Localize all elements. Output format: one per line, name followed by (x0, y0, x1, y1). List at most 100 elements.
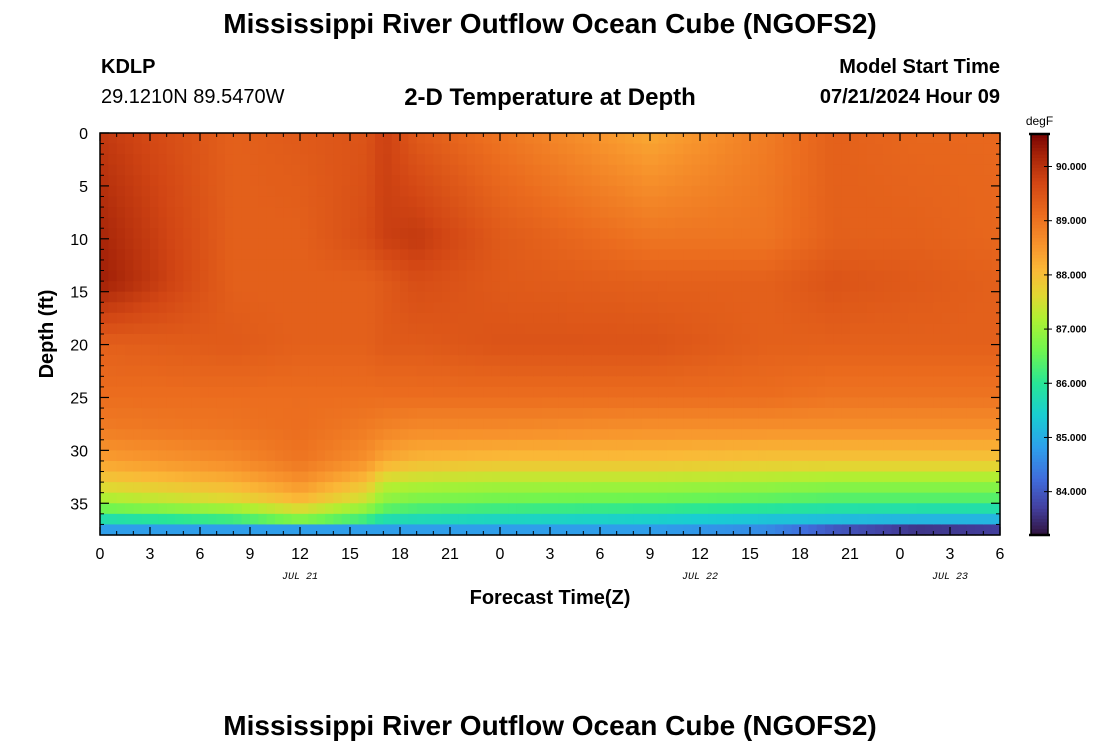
heatmap-cell (491, 196, 501, 208)
heatmap-cell (916, 503, 926, 515)
heatmap-cell (941, 228, 951, 240)
heatmap-cell (833, 196, 843, 208)
heatmap-cell (916, 524, 926, 536)
heatmap-cell (533, 355, 543, 367)
heatmap-cell (416, 503, 426, 515)
heatmap-cell (541, 185, 551, 198)
heatmap-cell (500, 217, 509, 229)
heatmap-cell (566, 429, 576, 441)
heatmap-cell (675, 365, 684, 377)
heatmap-cell (600, 503, 609, 515)
heatmap-cell (858, 164, 868, 176)
heatmap-cell (750, 429, 759, 441)
heatmap-cell (283, 238, 293, 250)
heatmap-cell (991, 418, 1001, 430)
heatmap-cell (891, 238, 901, 250)
heatmap-cell (925, 503, 934, 515)
heatmap-cell (800, 217, 809, 229)
heatmap-cell (958, 270, 968, 282)
heatmap-cell (958, 397, 968, 409)
heatmap-cell (675, 270, 684, 282)
heatmap-cell (308, 418, 318, 430)
heatmap-cell (225, 429, 234, 441)
heatmap-cell (583, 386, 593, 399)
heatmap-cell (241, 513, 251, 526)
heatmap-cell (458, 154, 468, 166)
heatmap-cell (825, 312, 834, 325)
heatmap-cell (525, 238, 534, 250)
heatmap-cell (466, 450, 476, 462)
heatmap-cell (108, 154, 118, 166)
heatmap-cell (358, 482, 368, 494)
heatmap-cell (125, 344, 134, 356)
heatmap-cell (558, 408, 568, 420)
heatmap-cell (341, 513, 351, 526)
heatmap-cell (633, 482, 643, 494)
heatmap-cell (208, 365, 218, 377)
heatmap-cell (566, 302, 576, 314)
heatmap-cell (483, 503, 493, 515)
heatmap-cell (941, 185, 951, 198)
heatmap-cell (858, 460, 868, 473)
heatmap-cell (358, 249, 368, 261)
heatmap-cell (266, 291, 276, 303)
heatmap-cell (475, 249, 484, 261)
heatmap-cell (433, 429, 443, 441)
y-tick-label: 5 (79, 179, 88, 196)
heatmap-cell (150, 217, 159, 229)
heatmap-cell (583, 196, 593, 208)
heatmap-cell (616, 259, 626, 272)
heatmap-cell (841, 439, 851, 451)
heatmap-cell (941, 175, 951, 187)
heatmap-cell (733, 217, 743, 229)
heatmap-cell (625, 164, 634, 176)
heatmap-cell (375, 524, 384, 536)
heatmap-cell (133, 259, 143, 272)
heatmap-cell (241, 397, 251, 409)
heatmap-cell (991, 291, 1001, 303)
heatmap-cell (450, 164, 459, 176)
heatmap-cell (150, 429, 159, 441)
heatmap-cell (891, 460, 901, 473)
heatmap-cell (158, 408, 168, 420)
heatmap-cell (616, 344, 626, 356)
heatmap-cell (950, 482, 959, 494)
heatmap-cell (666, 164, 676, 176)
heatmap-cell (983, 281, 993, 293)
heatmap-cell (191, 143, 201, 155)
heatmap-cell (116, 334, 126, 346)
heatmap-cell (791, 439, 801, 451)
heatmap-cell (850, 175, 859, 187)
heatmap-cell (291, 143, 301, 155)
heatmap-cell (483, 259, 493, 272)
heatmap-cell (600, 460, 609, 473)
heatmap-cell (583, 207, 593, 219)
heatmap-cell (908, 291, 918, 303)
heatmap-cell (283, 249, 293, 261)
heatmap-cell (875, 259, 884, 272)
heatmap-cell (416, 482, 426, 494)
heatmap-cell (308, 513, 318, 526)
heatmap-cell (300, 143, 309, 155)
heatmap-cell (483, 238, 493, 250)
heatmap-cell (983, 164, 993, 176)
heatmap-cell (775, 270, 784, 282)
heatmap-cell (725, 524, 734, 536)
heatmap-cell (816, 228, 826, 240)
heatmap-cell (500, 376, 509, 388)
colorbar-segment (1031, 134, 1048, 138)
heatmap-cell (166, 143, 176, 155)
heatmap-cell (266, 143, 276, 155)
heatmap-cell (316, 408, 326, 420)
heatmap-cell (666, 185, 676, 198)
bottom-title: Mississippi River Outflow Ocean Cube (NG… (223, 710, 877, 741)
heatmap-cell (725, 503, 734, 515)
heatmap-cell (775, 323, 784, 335)
heatmap-cell (500, 344, 509, 356)
x-tick-label: 15 (741, 546, 759, 563)
heatmap-cell (533, 175, 543, 187)
heatmap-cell (925, 524, 934, 536)
heatmap-cell (208, 397, 218, 409)
heatmap-cell (691, 164, 701, 176)
heatmap-cell (233, 386, 243, 399)
